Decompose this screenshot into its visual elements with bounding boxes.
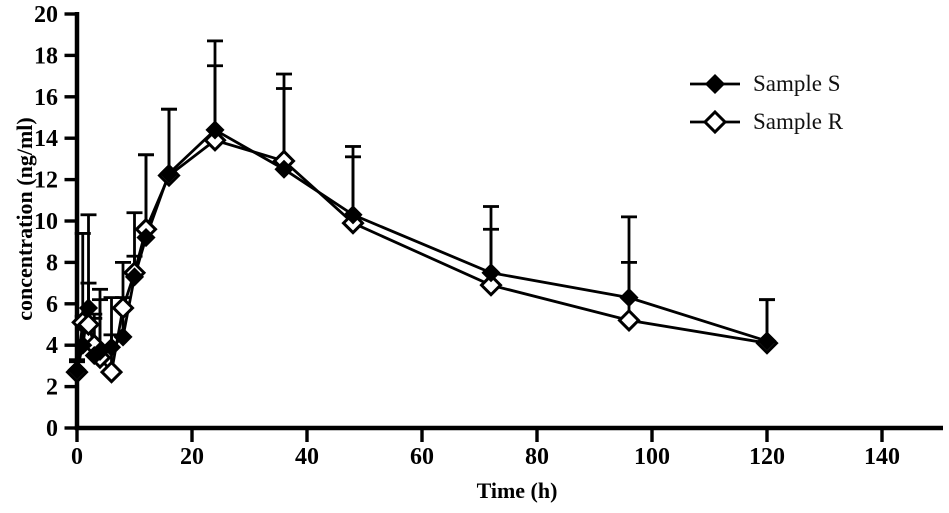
open-diamond-marker [111,296,135,320]
markers-sample-s [67,120,777,380]
y-tick-label: 18 [34,43,58,69]
y-tick-label: 6 [46,292,58,318]
open-diamond-marker [479,273,503,297]
filled-diamond-marker [481,263,501,283]
x-tick-label: 20 [180,444,204,470]
y-tick-label: 16 [34,85,58,111]
y-tick-label: 12 [34,168,58,194]
x-axis-title: Time (h) [476,478,558,503]
filled-diamond-marker [619,288,639,308]
filled-diamond-marker [159,163,179,183]
legend-filled-diamond [704,73,726,95]
x-tick-label: 40 [295,444,319,470]
legend-label-sample-s: Sample S [753,71,841,96]
x-tick-label: 80 [525,444,549,470]
filled-diamond-marker [113,327,133,347]
y-tick-label: 2 [46,375,58,401]
filled-diamond-marker [124,267,145,287]
legend-label-sample-r: Sample R [753,109,844,134]
filled-diamond-icon [690,73,740,95]
x-tick-label: 100 [634,444,670,470]
series-line-sample-r [75,138,768,376]
legend: Sample S Sample R [690,65,843,141]
y-tick-label: 0 [46,416,58,442]
legend-open-diamond [702,109,728,135]
x-tick-label: 60 [410,444,434,470]
open-diamond-marker [76,312,101,337]
open-diamond-marker [203,128,227,152]
filled-diamond-marker [343,205,363,225]
x-tick-label: 140 [864,444,900,470]
y-tick-label: 10 [34,209,58,235]
filled-diamond-marker [136,227,156,248]
y-tick-label: 8 [46,250,58,276]
y-tick-label: 4 [46,333,58,359]
filled-diamond-marker [78,298,99,318]
x-axis-ticks: 0 20 40 60 80 100 120 140 [71,428,900,470]
filled-diamond-marker [73,335,93,355]
y-tick-label: 20 [34,2,58,28]
legend-entry-sample-s: Sample S [690,65,843,103]
filled-diamond-marker [757,331,777,351]
filled-diamond-marker [274,159,294,179]
open-diamond-icon [690,109,740,135]
x-tick-label: 0 [71,444,83,470]
filled-diamond-marker [205,120,225,140]
open-diamond-marker [99,360,124,384]
open-diamond-marker [617,308,641,332]
filled-diamond-marker [101,337,122,357]
y-axis-title: concentration (ng/ml) [12,117,37,321]
y-tick-label: 14 [34,126,58,152]
x-tick-label: 120 [749,444,785,470]
legend-entry-sample-r: Sample R [690,103,843,141]
y-axis-ticks: 0 2 4 6 8 10 12 14 16 18 20 [34,2,77,442]
filled-diamond-marker [67,360,87,380]
error-bars [69,39,775,373]
